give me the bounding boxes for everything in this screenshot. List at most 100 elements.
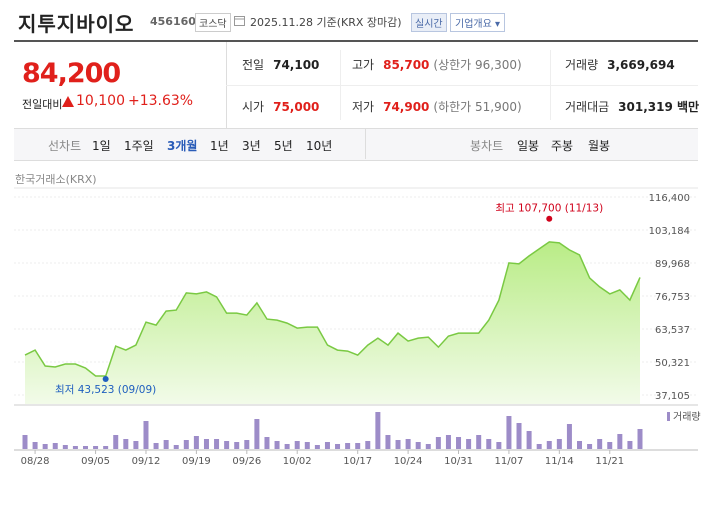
volume-bar xyxy=(476,435,482,449)
stat-cell: 전일 74,100 xyxy=(242,56,319,73)
volume-bar xyxy=(304,442,310,449)
market-badge: 코스닥 xyxy=(195,13,231,32)
volume-bar xyxy=(506,416,512,449)
stat-label: 전일 xyxy=(242,58,265,72)
stat-value: 75,000 xyxy=(273,100,320,114)
volume-bar xyxy=(435,437,441,449)
volume-bar xyxy=(214,439,220,449)
volume-bar xyxy=(62,445,68,449)
stat-label: 거래량 xyxy=(565,58,599,72)
up-arrow xyxy=(62,96,74,107)
volume-bar xyxy=(405,439,411,449)
y-tick-label: 89,968 xyxy=(655,259,690,270)
volume-bar xyxy=(113,435,119,449)
volume-bar xyxy=(32,442,38,449)
stat-value: 74,100 xyxy=(273,58,320,72)
volume-bar xyxy=(163,440,169,449)
volume-bar xyxy=(42,444,48,449)
stock-name: 지투지바이오 xyxy=(18,12,135,36)
volume-bar xyxy=(224,441,230,449)
y-tick-label: 50,321 xyxy=(655,358,690,369)
volume-bar xyxy=(284,444,290,449)
period-tab[interactable]: 3개월 xyxy=(167,139,198,153)
stat-label: 저가 xyxy=(352,100,375,114)
volume-bar xyxy=(546,441,552,449)
candle-chart-label: 봉차트 xyxy=(470,139,504,153)
volume-bar xyxy=(536,444,542,449)
volume-bar xyxy=(345,443,351,449)
volume-bar xyxy=(203,439,209,449)
period-tab[interactable]: 1주일 xyxy=(124,139,154,153)
candle-tab[interactable]: 월봉 xyxy=(588,139,611,153)
period-tab[interactable]: 3년 xyxy=(242,139,261,153)
volume-bar xyxy=(415,442,421,449)
calendar-icon xyxy=(234,16,245,26)
period-tab[interactable]: 1일 xyxy=(92,139,111,153)
change-rate: +13.63% xyxy=(128,93,194,109)
volume-bar xyxy=(183,440,189,449)
volume-bar xyxy=(577,441,583,449)
volume-bar xyxy=(607,442,613,449)
volume-bar xyxy=(597,439,603,449)
stats-divider xyxy=(226,85,698,86)
volume-bar xyxy=(52,443,58,449)
x-tick-label: 11/14 xyxy=(545,456,574,467)
volume-bar xyxy=(314,445,320,449)
volume-bar xyxy=(365,441,371,449)
candle-tab[interactable]: 일봉 xyxy=(517,139,540,153)
stat-cell: 저가 74,900 (하한가 51,900) xyxy=(352,98,522,115)
period-tab[interactable]: 10년 xyxy=(306,139,333,153)
x-tick-label: 09/12 xyxy=(132,456,161,467)
volume-bar xyxy=(133,441,139,449)
period-tab[interactable]: 1년 xyxy=(210,139,229,153)
stat-label: 시가 xyxy=(242,100,265,114)
volume-legend-swatch xyxy=(667,412,670,421)
stat-label: 거래대금 xyxy=(565,100,610,114)
low-marker xyxy=(102,375,109,382)
volume-bar xyxy=(103,446,109,449)
volume-legend: 거래량 xyxy=(673,411,701,423)
current-price: 84,200 xyxy=(22,58,121,89)
volume-bar xyxy=(244,440,250,449)
header-divider xyxy=(14,40,698,42)
x-tick-label: 10/02 xyxy=(283,456,312,467)
period-tab[interactable]: 5년 xyxy=(274,139,293,153)
volume-bar xyxy=(193,436,199,449)
y-tick-label: 76,753 xyxy=(655,292,690,303)
stat-sub: (상한가 96,300) xyxy=(433,58,522,72)
volume-bar xyxy=(516,423,522,449)
volume-bar xyxy=(395,440,401,449)
volume-bar xyxy=(234,442,240,449)
x-tick-label: 10/17 xyxy=(343,456,372,467)
volume-bar xyxy=(324,442,330,449)
volume-bar xyxy=(254,419,260,449)
volume-bar xyxy=(82,446,88,449)
stat-value: 301,319 백만 xyxy=(618,100,700,114)
volume-bar xyxy=(456,437,462,449)
volume-bar xyxy=(617,434,623,449)
stat-value: 74,900 xyxy=(383,100,430,114)
price-line xyxy=(24,241,641,377)
tab-divider xyxy=(365,129,366,159)
volume-bar xyxy=(264,437,270,449)
y-tick-label: 63,537 xyxy=(655,325,690,336)
volume-bar xyxy=(22,435,28,449)
realtime-button[interactable]: 실시간 xyxy=(411,13,447,32)
stat-label: 고가 xyxy=(352,58,375,72)
volume-bar xyxy=(294,441,300,449)
x-tick-label: 10/31 xyxy=(444,456,473,467)
volume-bar xyxy=(496,442,502,449)
company-info-button[interactable]: 기업개요 ▾ xyxy=(450,13,505,32)
candle-tab[interactable]: 주봉 xyxy=(551,139,574,153)
x-tick-label: 08/28 xyxy=(21,456,50,467)
volume-bar xyxy=(335,444,341,449)
volume-bar xyxy=(556,439,562,449)
stat-cell: 고가 85,700 (상한가 96,300) xyxy=(352,56,522,73)
price-area xyxy=(25,241,640,404)
x-tick-label: 10/24 xyxy=(394,456,423,467)
period-tabs xyxy=(14,128,698,161)
volume-bar xyxy=(355,443,361,449)
volume-bar xyxy=(375,412,381,449)
